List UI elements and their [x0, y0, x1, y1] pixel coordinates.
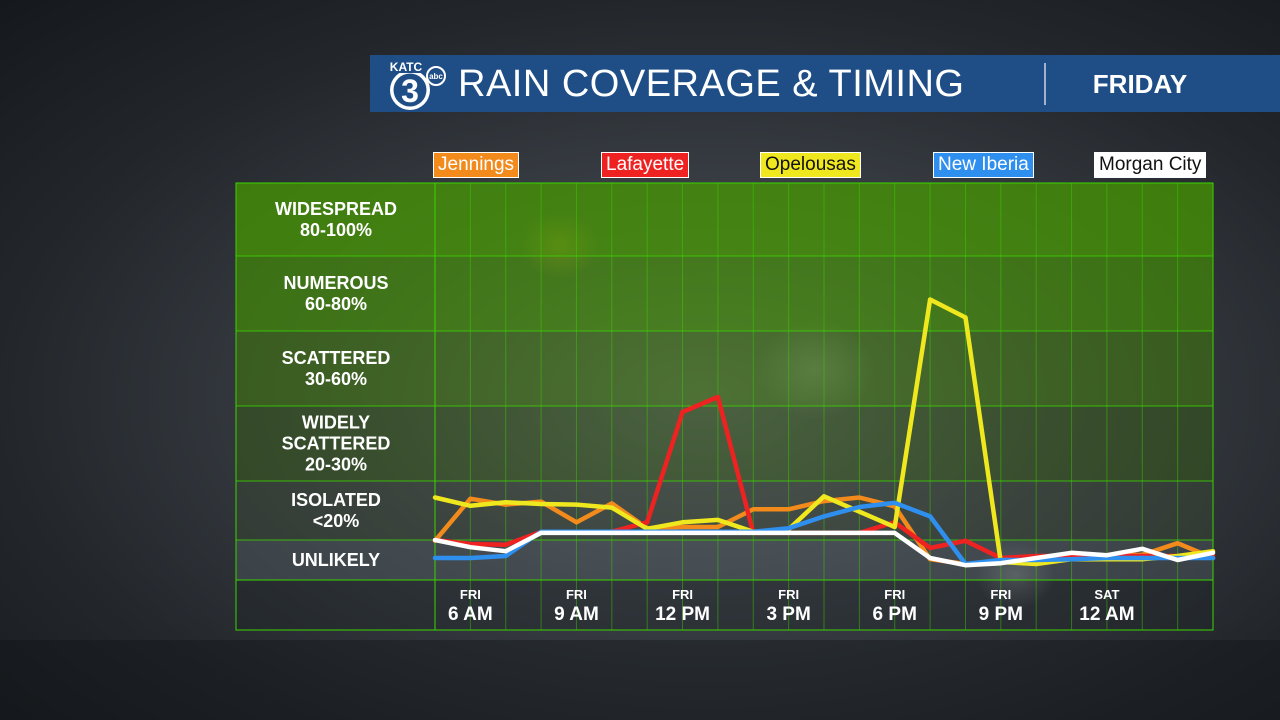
legend-opelousas: Opelousas [760, 152, 861, 178]
x-tick-day: FRI [884, 587, 905, 602]
band-label: 30-60% [305, 369, 367, 389]
band-label: NUMEROUS [283, 273, 388, 293]
x-tick-day: SAT [1094, 587, 1119, 602]
header-divider [1044, 63, 1046, 105]
band-label: WIDELY [302, 413, 370, 433]
legend-label: Morgan City [1099, 154, 1202, 175]
band-numerous [236, 256, 1213, 331]
band-scattered [236, 331, 1213, 406]
band-widespread [236, 183, 1213, 256]
series-line-morgan-city [432, 530, 1216, 568]
legend-new-iberia: New Iberia [933, 152, 1034, 178]
band-label: ISOLATED [291, 490, 381, 510]
band-label: UNLIKELY [292, 550, 380, 570]
logo-number: 3 [401, 73, 419, 109]
x-tick-time: 9 AM [554, 604, 599, 625]
x-tick-day: FRI [672, 587, 693, 602]
logo-text: KATC [390, 60, 423, 74]
legend-lafayette: Lafayette [601, 152, 690, 178]
legend-label: Lafayette [606, 154, 685, 175]
title-bar: 3 KATC abc RAIN COVERAGE & TIMING FRIDAY [370, 55, 1280, 112]
x-tick-time: 6 AM [448, 604, 493, 625]
x-tick-day: FRI [778, 587, 799, 602]
band-label: WIDESPREAD [275, 199, 397, 219]
katc-3-logo: 3 KATC abc [386, 60, 446, 110]
logo-network: abc [429, 72, 443, 81]
x-tick-time: 12 AM [1079, 604, 1134, 625]
day-label: FRIDAY [1092, 69, 1188, 99]
legend-label: Jennings [438, 154, 515, 175]
legend-label: New Iberia [938, 154, 1029, 175]
x-tick-day: FRI [566, 587, 587, 602]
x-tick-time: 6 PM [873, 604, 917, 625]
x-tick-day: FRI [990, 587, 1011, 602]
band-label: 60-80% [305, 294, 367, 314]
band-label: 20-30% [305, 455, 367, 475]
legend-jennings: Jennings [433, 152, 520, 178]
x-tick-day: FRI [460, 587, 481, 602]
band-label: <20% [313, 511, 360, 531]
x-tick-time: 3 PM [766, 604, 810, 625]
legend-morgan-city: Morgan City [1094, 152, 1207, 178]
band-label: SCATTERED [282, 434, 391, 454]
page-title: RAIN COVERAGE & TIMING [458, 63, 965, 105]
x-tick-time: 9 PM [979, 604, 1023, 625]
band-label: 80-100% [300, 220, 372, 240]
legend-label: Opelousas [765, 154, 856, 175]
band-label: SCATTERED [282, 348, 391, 368]
x-tick-time: 12 PM [655, 604, 710, 625]
time-axis-area [236, 580, 1213, 630]
